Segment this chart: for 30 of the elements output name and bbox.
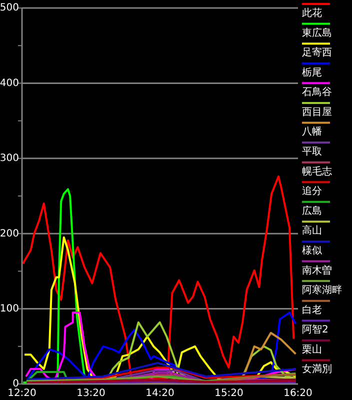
legend-label: 西目屋 (302, 106, 332, 118)
legend-label: 広島 (302, 204, 322, 217)
y-tick-label: 300 (0, 153, 19, 164)
y-tick-label: 100 (0, 304, 19, 315)
legend-label: 栃尾 (302, 66, 322, 78)
legend-label: 高山 (302, 224, 322, 237)
legend-label: 幌毛志 (302, 165, 332, 178)
legend-label: 平取 (302, 146, 322, 158)
y-tick-label: 400 (0, 78, 19, 89)
legend-label: 栗山 (302, 343, 322, 356)
legend-label: 足寄西 (302, 46, 332, 59)
x-tick-label: 16:20 (284, 388, 312, 399)
y-tick-label: 500 (0, 2, 19, 14)
legend-label: 様似 (302, 244, 322, 256)
x-tick-label: 15:20 (214, 388, 244, 399)
legend-label: 白老 (302, 304, 322, 316)
legend-label: 追分 (302, 185, 322, 198)
legend-label: 東広島 (302, 26, 332, 39)
legend-label: 八幡 (302, 126, 322, 138)
legend-label: 阿智2 (302, 324, 328, 336)
legend-label: 女満別 (302, 363, 332, 376)
legend-label: 南木曽 (302, 264, 332, 276)
legend-label: 此花 (302, 7, 322, 19)
x-tick-label: 12:20 (8, 388, 36, 399)
y-tick-label: 200 (0, 228, 19, 240)
y-tick-label: 0 (12, 378, 19, 390)
legend-label: 石鳥谷 (302, 86, 332, 98)
x-tick-label: 13:20 (76, 388, 106, 399)
legend-label: 阿寒湖畔 (302, 284, 342, 296)
x-tick-label: 14:20 (146, 388, 174, 399)
